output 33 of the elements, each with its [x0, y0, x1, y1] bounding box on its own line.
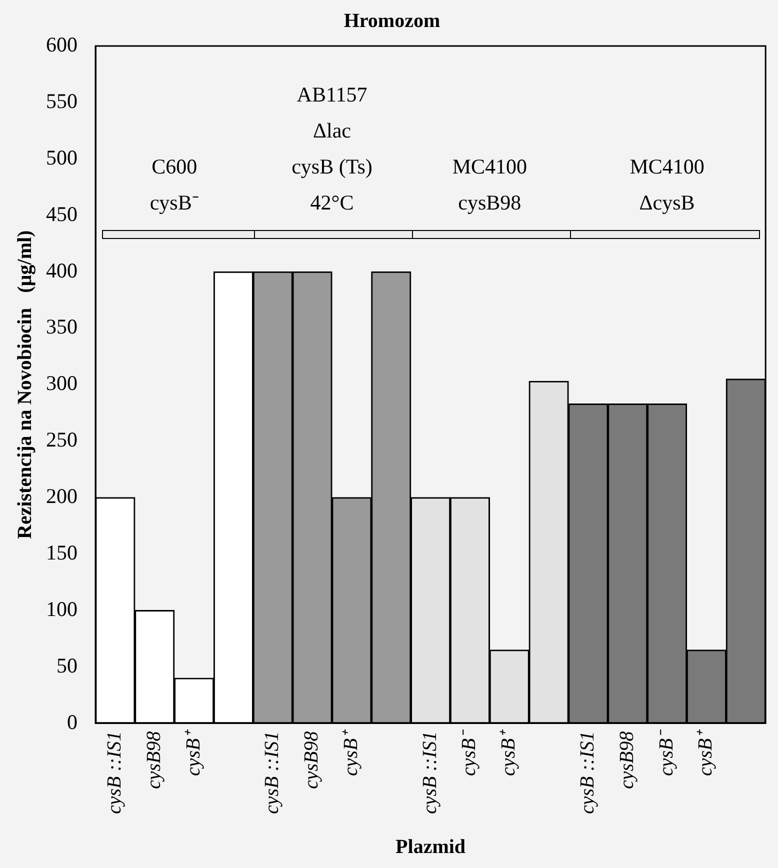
- annotation: MC4100 ΔcysB: [630, 154, 704, 215]
- x-tick-label: cysB ::IS1: [261, 731, 284, 814]
- x-tick-label: cysB⁻: [458, 728, 480, 776]
- y-tick-label: 600: [46, 32, 78, 57]
- x-tick-label: cysB⁺: [340, 728, 362, 776]
- y-tick-label: 0: [67, 710, 78, 734]
- y-tick-label: 400: [46, 258, 78, 282]
- y-tick-label: 500: [46, 145, 78, 170]
- y-tick-label: 100: [46, 596, 78, 621]
- x-tick-label: cysB98: [142, 731, 165, 790]
- y-tick-label: 50: [56, 653, 78, 678]
- y-tick-label: 550: [46, 88, 78, 113]
- chart-title: Hromozom: [344, 10, 440, 32]
- x-tick-label: cysB98: [300, 731, 323, 790]
- y-tick-label: 150: [46, 540, 78, 564]
- annotation: MC4100 cysB98: [452, 154, 528, 215]
- x-tick-label: cysB ::IS1: [418, 731, 441, 814]
- x-tick-label: cysB⁺: [498, 728, 520, 776]
- x-tick-label: cysB98: [616, 731, 638, 790]
- y-axis-title: Rezistencija na Novobiocin (µg/ml): [14, 230, 36, 539]
- x-tick-label: cysB⁺: [694, 728, 717, 776]
- x-tick-label: cysB ::IS1: [576, 731, 598, 814]
- annotation: C600 cysB⁻: [150, 154, 199, 215]
- y-tick-label: 450: [46, 202, 78, 226]
- y-tick-label: 300: [46, 371, 78, 396]
- annotation: AB1157 Δlac cysB (Ts) 42°C: [292, 82, 372, 215]
- x-axis-title: Plazmid: [396, 836, 466, 858]
- y-tick-label: 200: [46, 484, 78, 508]
- y-tick-label: 350: [46, 314, 78, 339]
- x-tick-label: cysB ::IS1: [103, 731, 126, 814]
- x-tick-label: cysB⁻: [655, 728, 678, 776]
- y-tick-label: 250: [46, 428, 78, 452]
- x-tick-label: cysB⁺: [182, 728, 204, 776]
